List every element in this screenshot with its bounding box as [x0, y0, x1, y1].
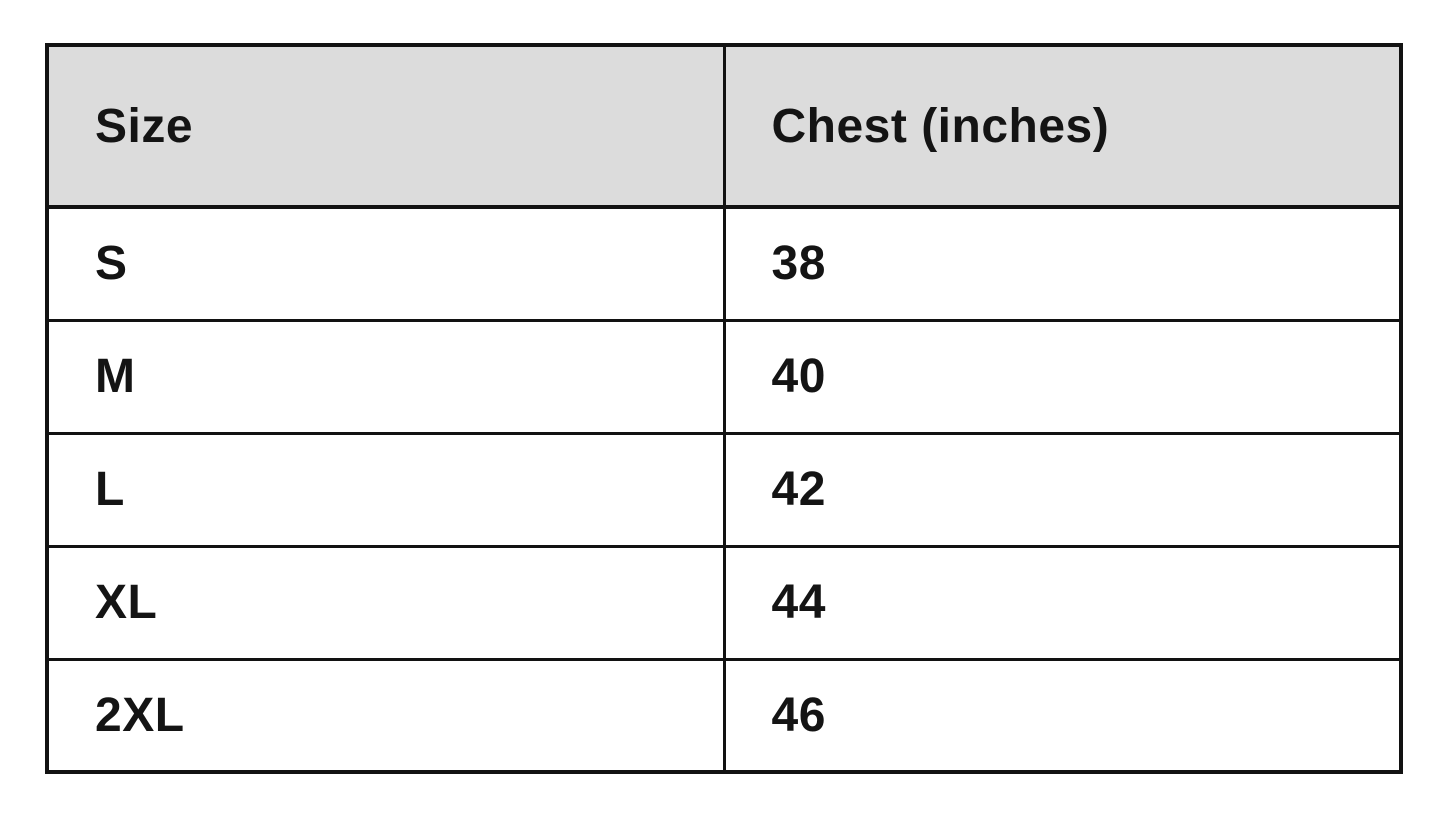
column-header-chest: Chest (inches) [722, 43, 1403, 209]
size-cell: L [45, 431, 726, 548]
table-row: XL 44 [45, 544, 1403, 661]
chest-cell: 38 [722, 205, 1403, 322]
table-header-row: Size Chest (inches) [45, 43, 1403, 209]
chest-cell: 46 [722, 657, 1403, 774]
table-row: L 42 [45, 431, 1403, 548]
column-header-size: Size [45, 43, 726, 209]
size-cell: S [45, 205, 726, 322]
size-cell: 2XL [45, 657, 726, 774]
chest-cell: 44 [722, 544, 1403, 661]
table-row: M 40 [45, 318, 1403, 435]
chest-cell: 42 [722, 431, 1403, 548]
size-cell: XL [45, 544, 726, 661]
table-row: 2XL 46 [45, 657, 1403, 774]
size-cell: M [45, 318, 726, 435]
chest-cell: 40 [722, 318, 1403, 435]
size-chart-table: Size Chest (inches) S 38 M 40 L 42 XL 44 [45, 43, 1403, 774]
table-row: S 38 [45, 205, 1403, 322]
